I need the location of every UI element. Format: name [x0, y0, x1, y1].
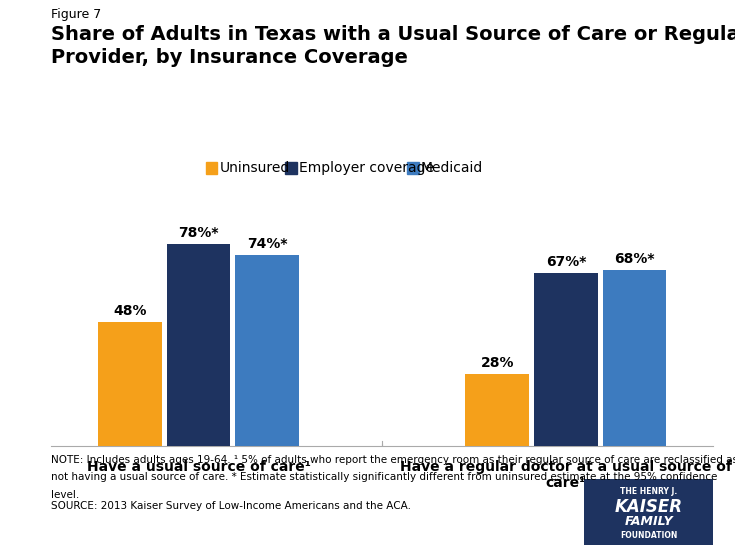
Text: SOURCE: 2013 Kaiser Survey of Low-Income Americans and the ACA.: SOURCE: 2013 Kaiser Survey of Low-Income… [51, 501, 412, 511]
Text: Employer coverage: Employer coverage [299, 161, 434, 175]
Bar [235, 255, 299, 446]
Text: 48%: 48% [113, 304, 146, 318]
Text: not having a usual source of care. * Estimate statistically significantly differ: not having a usual source of care. * Est… [51, 472, 718, 482]
Text: THE HENRY J.: THE HENRY J. [620, 487, 677, 496]
Bar [603, 270, 667, 446]
Text: 74%*: 74%* [247, 237, 287, 251]
Text: 67%*: 67%* [546, 255, 586, 269]
Text: 68%*: 68%* [614, 252, 655, 266]
Text: 78%*: 78%* [178, 226, 219, 240]
Bar [465, 374, 529, 446]
Text: Share of Adults in Texas with a Usual Source of Care or Regular
Provider, by Ins: Share of Adults in Texas with a Usual So… [51, 25, 735, 67]
Text: FAMILY: FAMILY [624, 515, 673, 528]
Text: level.: level. [51, 490, 79, 500]
Text: Figure 7: Figure 7 [51, 8, 101, 21]
Text: Medicaid: Medicaid [420, 161, 483, 175]
Text: NOTE: Includes adults ages 19-64. ¹ 5% of adults who report the emergency room a: NOTE: Includes adults ages 19-64. ¹ 5% o… [51, 455, 735, 464]
Text: KAISER: KAISER [614, 498, 683, 516]
Text: Uninsured: Uninsured [219, 161, 290, 175]
Bar [98, 322, 162, 446]
Bar [167, 244, 230, 446]
Text: FOUNDATION: FOUNDATION [620, 531, 678, 540]
Bar [534, 273, 598, 446]
Text: 28%: 28% [481, 356, 514, 370]
